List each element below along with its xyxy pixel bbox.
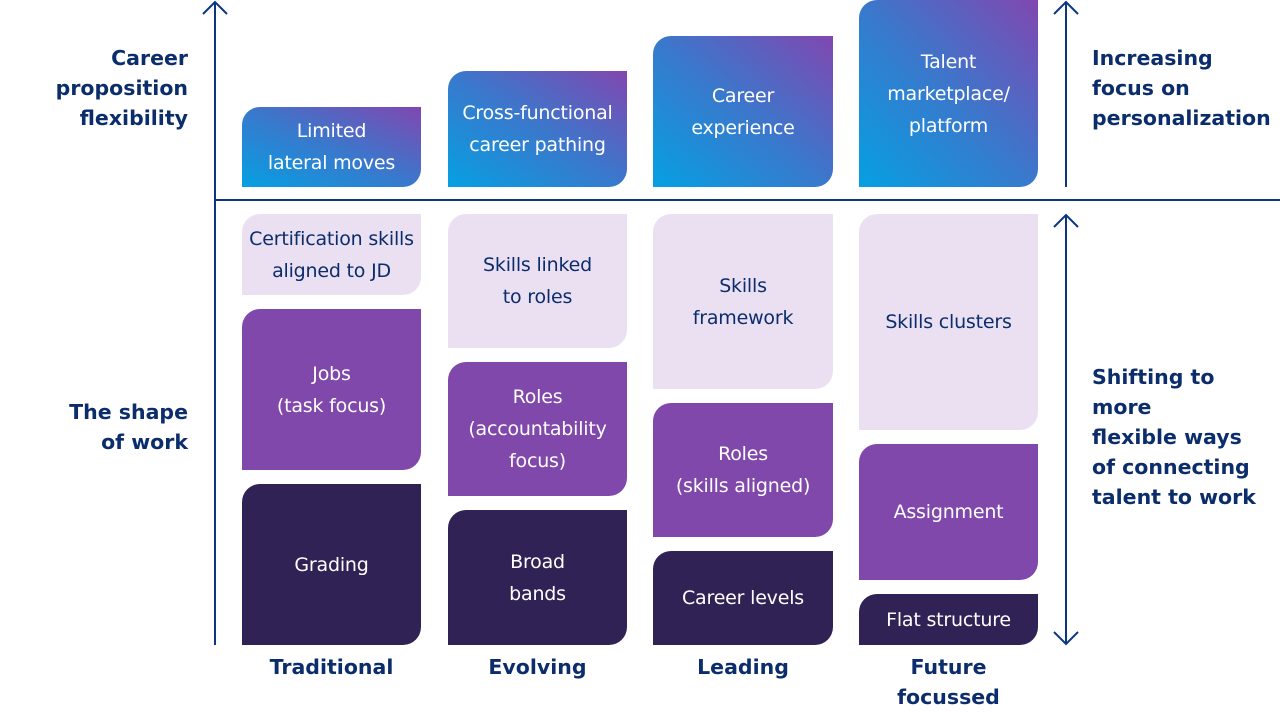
- arrow-down-icon: [1053, 631, 1079, 646]
- structure-box: Grading: [242, 484, 421, 645]
- vertical-axis-arrow-icon: [202, 0, 228, 15]
- column-leading: Leading: [697, 655, 789, 679]
- skills-box: Skills linked to roles: [448, 214, 627, 348]
- career-box: Limited lateral moves: [242, 107, 421, 187]
- structure-box: Broad bands: [448, 510, 627, 645]
- career-box: Career experience: [653, 36, 833, 187]
- arrow-up-icon: [1053, 213, 1079, 228]
- label-personalization: Increasing focus on personalization: [1092, 46, 1271, 130]
- skills-box: Skills clusters: [859, 214, 1038, 430]
- label-flexible-ways: Shifting to more flexible ways of connec…: [1092, 365, 1256, 509]
- structure-box: Career levels: [653, 551, 833, 645]
- career-box: Talent marketplace/ platform: [859, 0, 1038, 187]
- skills-box: Certification skills aligned to JD: [242, 214, 421, 295]
- career-box: Cross-functional career pathing: [448, 71, 627, 187]
- column-traditional: Traditional: [269, 655, 394, 679]
- label-shape-of-work: The shape of work: [69, 400, 188, 454]
- label-career-proposition: Career proposition flexibility: [55, 46, 188, 130]
- structure-box: Flat structure: [859, 594, 1038, 645]
- role-box: Roles (skills aligned): [653, 403, 833, 537]
- role-box: Jobs (task focus): [242, 309, 421, 470]
- column-evolving: Evolving: [488, 655, 587, 679]
- role-box: Roles (accountability focus): [448, 362, 627, 496]
- column-future-focussed: Future focussed: [897, 655, 1000, 709]
- skills-box: Skills framework: [653, 214, 833, 389]
- arrow-up-icon: [1053, 0, 1079, 15]
- role-box: Assignment: [859, 444, 1038, 580]
